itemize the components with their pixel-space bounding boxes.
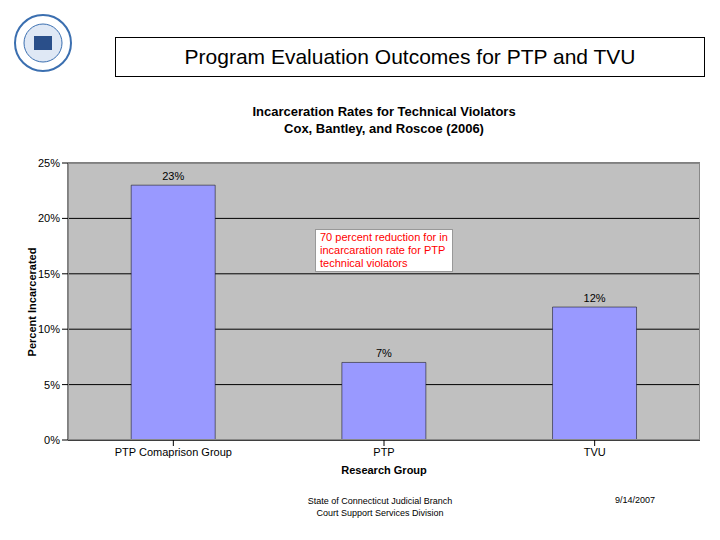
svg-text:TVU: TVU xyxy=(584,446,606,458)
svg-text:25%: 25% xyxy=(38,157,60,169)
svg-text:23%: 23% xyxy=(162,170,184,182)
svg-text:10%: 10% xyxy=(38,323,60,335)
html-text:State of Connecticut Judicial: State of Connecticut Judicial Branch xyxy=(307,496,453,506)
svg-text:15%: 15% xyxy=(38,268,60,280)
svg-text:7%: 7% xyxy=(376,347,392,359)
html-text:Program Evaluation Outcomes fo: Program Evaluation Outcomes for PTP and … xyxy=(184,45,636,68)
svg-text:20%: 20% xyxy=(38,212,60,224)
html-text:technical violators: technical violators xyxy=(320,257,408,269)
html-text:Court Support Services Divisio: Court Support Services Division xyxy=(316,508,444,518)
svg-text:5%: 5% xyxy=(44,379,60,391)
svg-text:PTP Comaprison Group: PTP Comaprison Group xyxy=(115,446,232,458)
html-text:9/14/2007: 9/14/2007 xyxy=(615,495,655,505)
svg-text:PTP: PTP xyxy=(373,446,394,458)
html-text:Incarceration Rates for Techni: Incarceration Rates for Technical Violat… xyxy=(252,104,516,119)
svg-text:12%: 12% xyxy=(584,292,606,304)
html-text:Cox, Bantley, and Roscoe (2006: Cox, Bantley, and Roscoe (2006) xyxy=(284,121,484,136)
svg-text:0%: 0% xyxy=(44,434,60,446)
html-text:Research Group: Research Group xyxy=(341,464,427,476)
html-text:Percent Incarcerated: Percent Incarcerated xyxy=(26,247,38,357)
html-text:incarcaration rate for PTP: incarcaration rate for PTP xyxy=(320,244,446,256)
html-text:70 percent reduction for in: 70 percent reduction for in xyxy=(320,231,448,243)
